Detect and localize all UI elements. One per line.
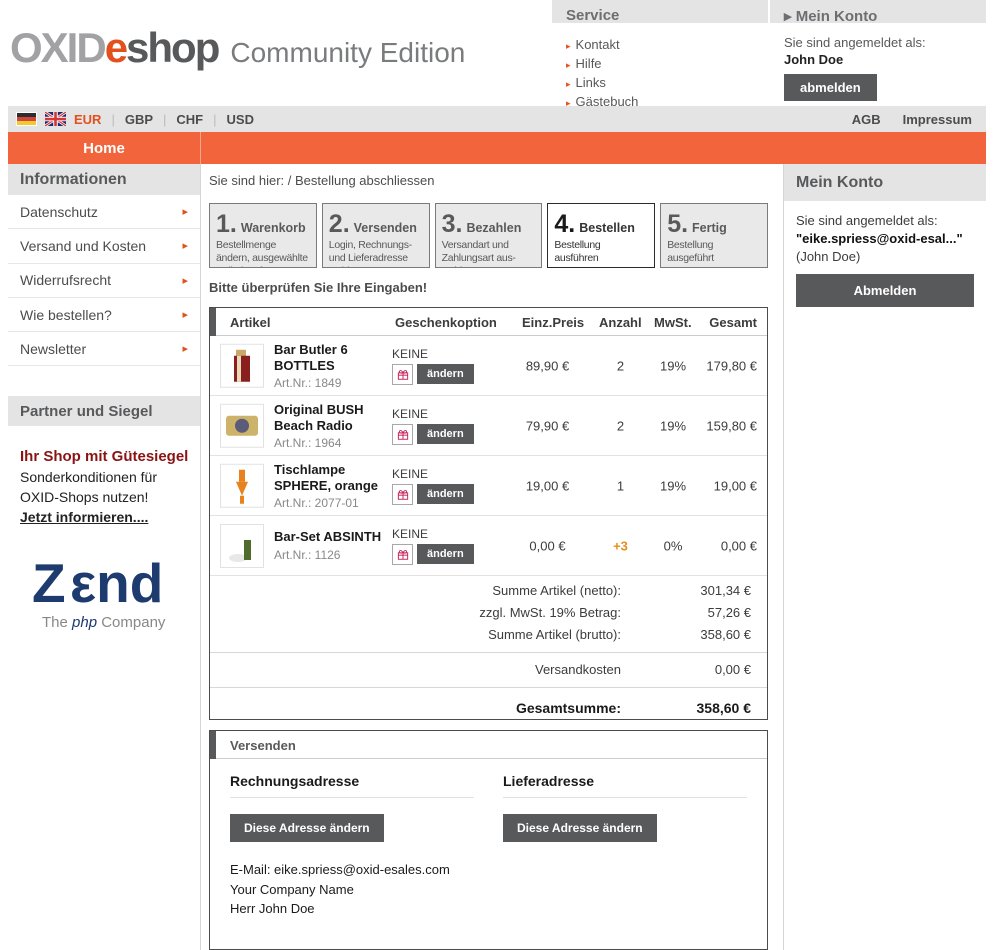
svg-text:The php Company: The php Company (42, 614, 166, 631)
svg-text:εnd: εnd (70, 552, 163, 614)
svg-text:Z: Z (32, 552, 66, 614)
